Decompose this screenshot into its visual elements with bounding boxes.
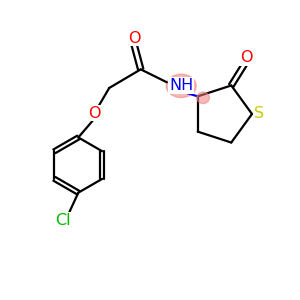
Ellipse shape: [197, 92, 209, 103]
Text: O: O: [88, 106, 101, 121]
Text: O: O: [240, 50, 253, 65]
Text: O: O: [128, 31, 140, 46]
Text: NH: NH: [169, 78, 194, 93]
Text: S: S: [254, 106, 265, 122]
Ellipse shape: [166, 74, 196, 98]
Text: Cl: Cl: [55, 213, 70, 228]
